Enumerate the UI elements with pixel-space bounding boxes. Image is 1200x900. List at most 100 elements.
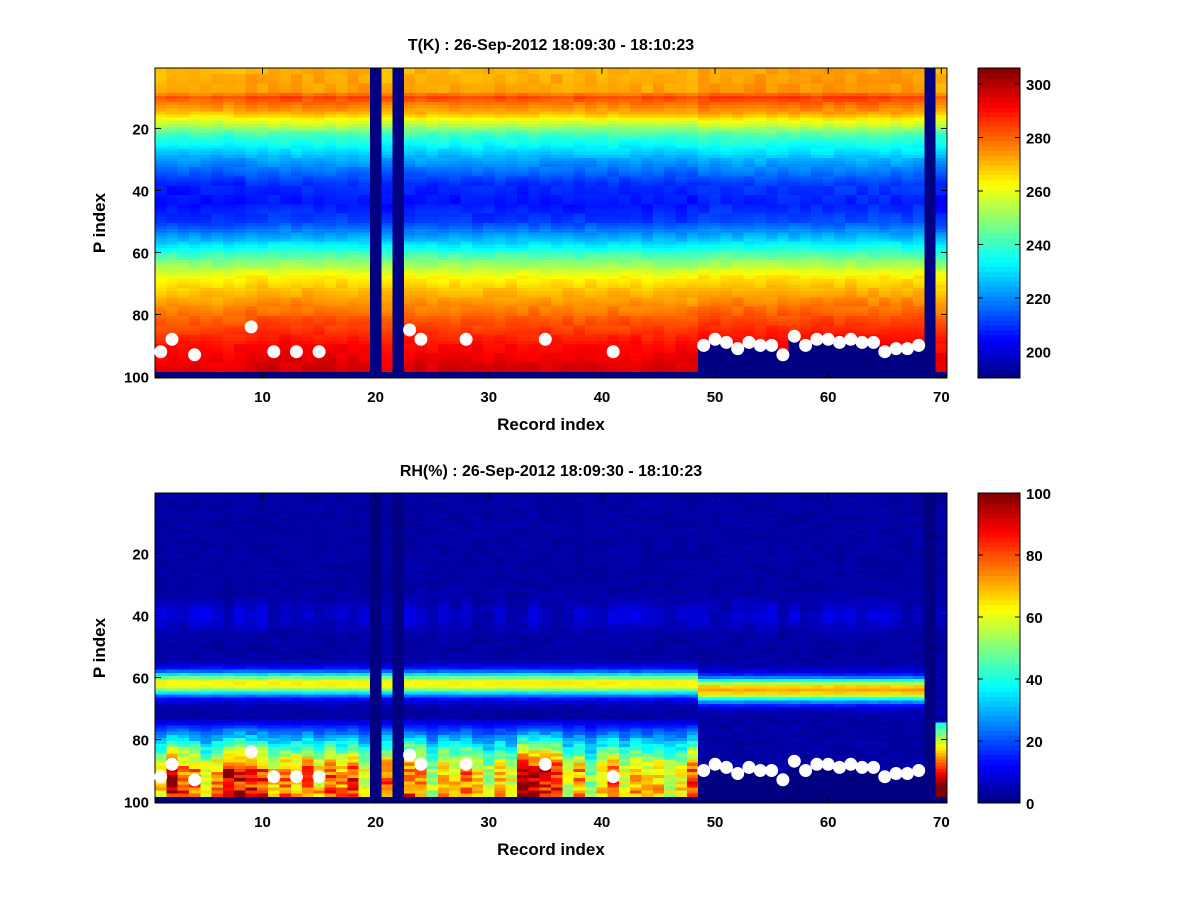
heatmap-cell [324, 337, 337, 342]
heatmap-cell [358, 331, 371, 336]
heatmap-cell [245, 83, 258, 88]
heatmap-cell [234, 133, 247, 137]
heatmap-cell [403, 278, 416, 283]
heatmap-cell [234, 161, 247, 165]
heatmap-cell [188, 303, 201, 308]
heatmap-cell [200, 89, 213, 94]
heatmap-cell [347, 71, 360, 75]
heatmap-cell [403, 204, 416, 209]
heatmap-cell [460, 154, 473, 159]
heatmap-cell [347, 232, 360, 236]
heatmap-cell [460, 300, 473, 305]
heatmap-cell [415, 99, 428, 103]
heatmap-cell [234, 232, 247, 236]
heatmap-cell [256, 120, 269, 125]
heatmap-cell [505, 266, 518, 271]
heatmap-cell [539, 126, 552, 131]
heatmap-cell [302, 275, 314, 280]
heatmap-cell [415, 257, 428, 261]
heatmap-cell [483, 207, 496, 212]
heatmap-cell [426, 123, 439, 128]
heatmap-cell [517, 362, 529, 367]
heatmap-cell [369, 192, 382, 196]
heatmap-cell [279, 154, 292, 159]
heatmap-cell [245, 139, 258, 143]
heatmap-cell [245, 204, 258, 209]
heatmap-cell [347, 145, 360, 150]
heatmap-cell [211, 340, 224, 345]
heatmap-cell [200, 371, 213, 376]
heatmap-cell [290, 154, 303, 159]
heatmap-cell [290, 312, 303, 317]
heatmap-cell [483, 201, 496, 205]
heatmap-cell [302, 148, 314, 153]
heatmap-cell [381, 133, 394, 137]
heatmap-cell [177, 114, 190, 119]
heatmap-cell [437, 80, 450, 85]
heatmap-cell [449, 80, 462, 85]
heatmap-cell [290, 77, 303, 81]
heatmap-cell [302, 331, 314, 336]
heatmap-cell [166, 316, 179, 320]
heatmap-cell [336, 223, 348, 227]
heatmap-cell [358, 275, 371, 280]
heatmap-cell [268, 148, 281, 153]
heatmap-cell [188, 319, 201, 323]
heatmap-cell [200, 359, 213, 364]
heatmap-cell [222, 95, 235, 100]
heatmap-cell [200, 161, 213, 165]
heatmap-cell [279, 71, 292, 75]
heatmap-cell [166, 120, 179, 125]
heatmap-cell [392, 322, 405, 326]
heatmap-cell [426, 359, 439, 364]
heatmap-cell [155, 300, 167, 305]
heatmap-cell [528, 374, 541, 379]
heatmap-cell [324, 130, 337, 134]
heatmap-cell [483, 185, 496, 190]
heatmap-cell [302, 204, 314, 209]
heatmap-cell [222, 334, 235, 339]
heatmap-cell [211, 201, 224, 205]
heatmap-cell [302, 300, 314, 305]
heatmap-cell [437, 312, 450, 317]
heatmap-cell [336, 365, 348, 370]
heatmap-cell [177, 232, 190, 236]
heatmap-cell [483, 92, 496, 97]
heatmap-cell [381, 278, 394, 283]
heatmap-cell [369, 133, 382, 137]
heatmap-cell [336, 80, 348, 85]
heatmap-cell [471, 340, 484, 345]
heatmap-cell [200, 266, 213, 271]
heatmap-cell [494, 337, 507, 342]
heatmap-cell [460, 319, 473, 323]
heatmap-cell [483, 136, 496, 140]
heatmap-cell [290, 263, 303, 267]
heatmap-cell [290, 126, 303, 131]
heatmap-cell [155, 368, 167, 373]
heatmap-cell [155, 133, 167, 137]
heatmap-cell [505, 275, 518, 280]
heatmap-cell [460, 126, 473, 131]
heatmap-cell [539, 213, 552, 218]
heatmap-cell [437, 182, 450, 187]
heatmap-cell [403, 157, 416, 162]
heatmap-cell [471, 151, 484, 156]
heatmap-cell [415, 281, 428, 286]
heatmap-cell [403, 306, 416, 311]
heatmap-cell [234, 325, 247, 329]
heatmap-cell [392, 108, 405, 112]
heatmap-cell [279, 133, 292, 137]
heatmap-cell [268, 71, 281, 75]
heatmap-cell [234, 238, 247, 243]
heatmap-cell [177, 368, 190, 373]
heatmap-cell [539, 83, 552, 88]
heatmap-cell [369, 164, 382, 168]
heatmap-cell [347, 151, 360, 156]
heatmap-cell [222, 89, 235, 94]
heatmap-cell [347, 130, 360, 134]
heatmap-cell [234, 362, 247, 367]
heatmap-cell [279, 210, 292, 215]
heatmap-cell [155, 322, 167, 326]
heatmap-cell [460, 133, 473, 137]
heatmap-cell [415, 297, 428, 302]
